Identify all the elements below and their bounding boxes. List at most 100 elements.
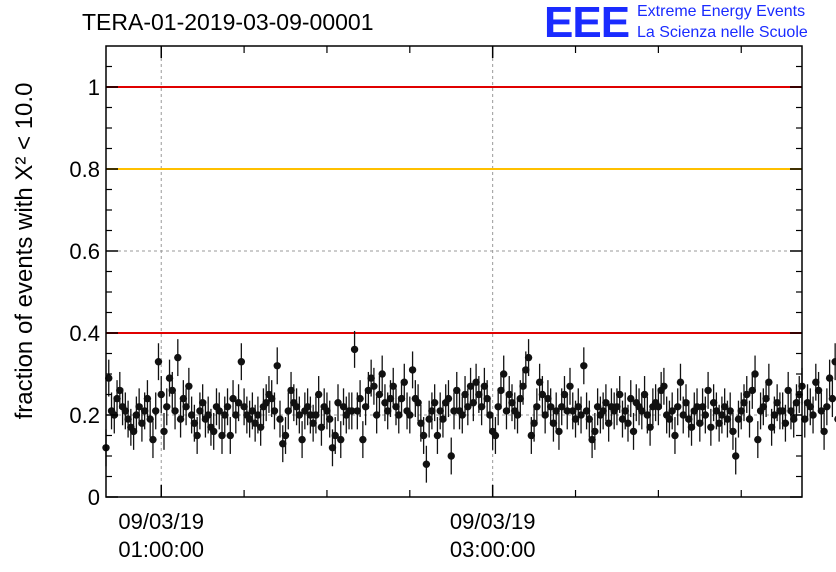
data-point xyxy=(640,390,649,399)
data-point xyxy=(331,431,339,440)
data-point xyxy=(359,435,367,444)
data-point xyxy=(574,403,582,411)
data-point xyxy=(522,366,530,374)
data-point xyxy=(439,415,447,423)
data-point xyxy=(602,399,610,407)
data-point xyxy=(770,411,779,419)
data-point xyxy=(395,411,403,419)
data-point xyxy=(544,394,552,403)
y-tick-label: 0.2 xyxy=(69,403,100,428)
data-point xyxy=(743,390,751,399)
data-point xyxy=(671,431,679,440)
data-point xyxy=(384,407,392,415)
data-point xyxy=(660,382,668,390)
data-point xyxy=(624,419,632,427)
data-point xyxy=(687,423,696,431)
data-point xyxy=(533,403,541,411)
data-point xyxy=(279,440,287,448)
data-point xyxy=(668,407,676,415)
data-point xyxy=(497,386,505,395)
data-point xyxy=(270,407,279,415)
data-point xyxy=(469,399,478,407)
data-point xyxy=(696,419,704,427)
y-tick-label: 0 xyxy=(88,485,100,510)
data-point xyxy=(240,403,248,411)
data-point xyxy=(176,415,185,423)
data-point xyxy=(823,403,831,411)
data-point xyxy=(356,394,364,403)
data-point xyxy=(784,386,792,395)
data-point xyxy=(555,427,563,436)
data-point xyxy=(135,403,143,411)
data-point xyxy=(577,411,585,419)
data-point xyxy=(704,386,712,395)
data-point xyxy=(516,394,524,403)
data-point xyxy=(317,423,326,431)
data-point xyxy=(124,415,132,423)
data-point xyxy=(273,362,281,370)
data-point xyxy=(339,403,348,411)
data-point xyxy=(723,415,732,423)
data-point xyxy=(417,419,425,427)
data-point xyxy=(430,399,439,407)
data-point xyxy=(450,407,458,415)
data-point xyxy=(372,411,381,419)
data-point xyxy=(491,431,500,440)
data-point xyxy=(436,407,444,415)
data-point xyxy=(729,427,737,436)
data-point xyxy=(541,411,549,419)
data-point xyxy=(284,407,292,415)
data-point xyxy=(353,407,362,415)
data-point xyxy=(328,444,337,452)
data-point xyxy=(591,427,599,436)
data-point xyxy=(453,386,461,395)
data-point xyxy=(466,382,475,390)
data-point xyxy=(569,407,577,415)
x-tick-label-date: 09/03/19 xyxy=(450,509,536,534)
data-point xyxy=(527,431,536,440)
data-point xyxy=(778,407,787,415)
data-point xyxy=(204,411,212,419)
data-point xyxy=(720,403,729,411)
data-point xyxy=(210,427,218,436)
data-point xyxy=(552,407,560,415)
data-point xyxy=(276,415,284,423)
data-point xyxy=(444,394,453,403)
data-point xyxy=(718,411,726,419)
data-point xyxy=(563,407,571,415)
data-point xyxy=(361,403,370,411)
data-point xyxy=(519,382,527,390)
data-point xyxy=(397,394,406,403)
y-tick-label: 0.8 xyxy=(69,157,100,182)
data-point xyxy=(375,390,384,399)
data-point xyxy=(580,362,588,370)
data-point xyxy=(364,386,373,395)
data-point xyxy=(790,415,798,423)
data-point xyxy=(198,399,207,407)
data-point xyxy=(256,423,265,431)
data-point xyxy=(464,403,472,411)
data-point xyxy=(406,411,414,419)
data-point xyxy=(629,427,638,436)
data-point xyxy=(734,415,743,423)
data-point xyxy=(618,415,627,423)
data-point xyxy=(281,431,290,440)
data-point xyxy=(825,374,834,382)
data-point xyxy=(350,345,359,354)
data-point xyxy=(306,411,315,419)
data-point xyxy=(524,353,533,362)
data-point xyxy=(389,382,397,390)
data-point xyxy=(165,374,174,382)
data-point xyxy=(251,419,259,427)
data-point xyxy=(414,399,422,407)
data-point xyxy=(676,378,685,386)
x-tick-label-date: 09/03/19 xyxy=(118,509,204,534)
data-point xyxy=(154,358,163,366)
data-point xyxy=(781,419,790,427)
data-point xyxy=(546,403,555,411)
data-point xyxy=(298,435,306,444)
data-point xyxy=(674,403,682,411)
data-point xyxy=(218,431,226,440)
data-point xyxy=(215,407,223,415)
